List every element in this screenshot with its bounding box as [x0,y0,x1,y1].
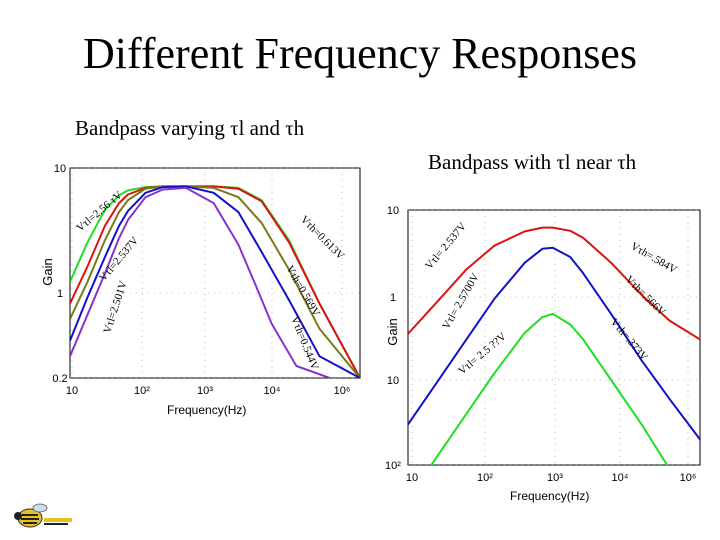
x-tick-label: 10⁶ [334,385,351,397]
x-tick-label: 10 [406,472,418,484]
y-tick-label: 10 [387,205,399,217]
y-axis-label: Gain [40,258,55,285]
curve-annotation: Vτl= 2.5700V [440,271,482,331]
slide-title: Different Frequency Responses [83,29,637,78]
curve-annotation: Vτl= 2.537V [423,220,469,271]
series-line-green [430,312,669,465]
x-tick-label: 10³ [547,472,563,484]
subtitle-right: Bandpass with τl near τh [428,150,637,174]
y-tick-label: 10 [54,163,66,175]
y-tick-label: 1 [57,288,63,300]
x-tick-label: 10² [134,385,150,397]
yellow-jacket-logo [14,503,72,528]
series-line-blue [70,185,360,378]
curve-annotation: Vτl= 2.5 ??V [456,330,509,377]
y-tick-label: 10 [387,375,399,387]
curve-annotation: Vτh=.584V [629,240,679,276]
x-tick-label: 10⁶ [680,472,697,484]
x-tick-label: 10⁴ [264,385,281,397]
x-tick-label: 10⁴ [612,472,629,484]
x-tick-label: 10³ [197,385,213,397]
subtitle-left: Bandpass varying τl and τh [75,116,305,140]
y-axis-label: Gain [385,318,400,345]
series-line-red [408,226,700,341]
plot-frame-1 [407,209,701,466]
series-line-purple [70,186,331,378]
y-tick-label: 1 [390,292,396,304]
curve-annotation: Vτh=.373V [608,316,650,363]
curve-annotation: Vτh=.566V [623,274,668,319]
x-tick-label: 10 [66,385,78,397]
x-axis-label: Frequency(Hz) [167,403,246,417]
y-tick-label: 10² [385,460,401,472]
y-tick-label: 0.2 [52,373,67,385]
series-line-blue [408,246,700,441]
curve-annotation: Vτl=2.501V [101,280,129,335]
curve-annotation: Vτh=0.613V [298,214,347,263]
x-axis-label: Frequency(Hz) [510,489,589,503]
x-tick-label: 10² [477,472,493,484]
